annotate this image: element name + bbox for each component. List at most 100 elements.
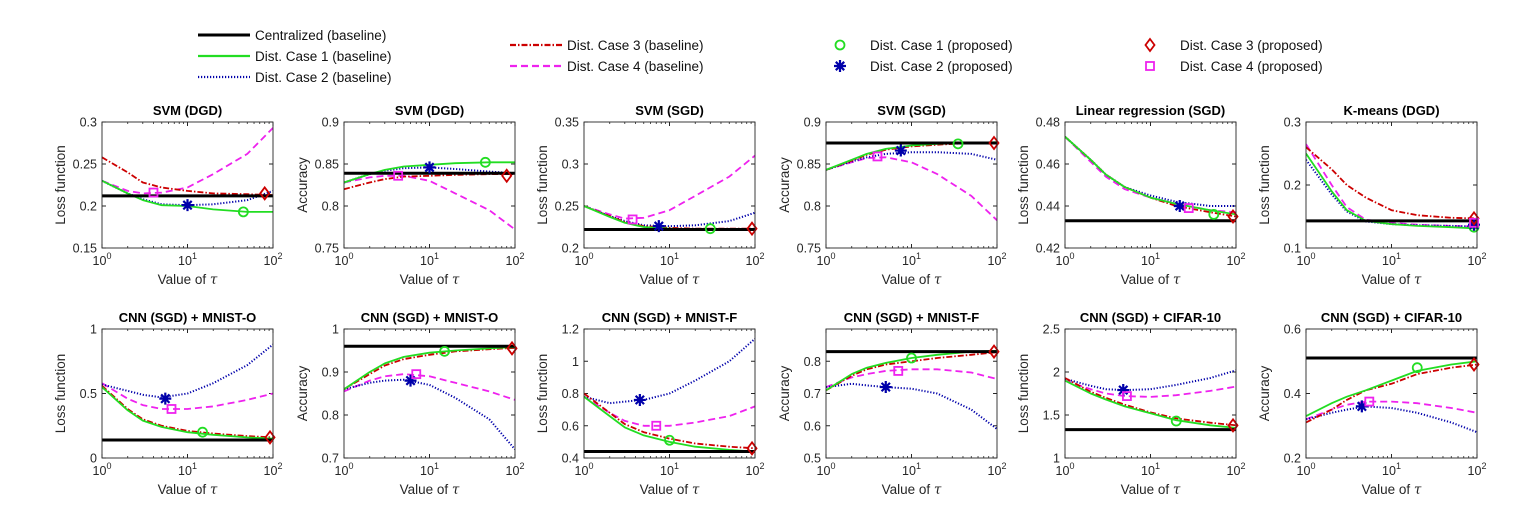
x-tick-exponent: 1 [1396, 461, 1401, 471]
series-line-c3 [826, 142, 997, 171]
axes-box [343, 328, 516, 459]
series-line-c1 [1065, 379, 1236, 429]
x-tick-exponent: 2 [1481, 251, 1486, 261]
series-line-c1 [102, 386, 273, 440]
y-tick-label: 0.1 [1284, 242, 1301, 256]
x-tick-exponent: 2 [1481, 461, 1486, 471]
plot-area [584, 154, 755, 232]
series-line-c1 [1065, 136, 1236, 216]
y-tick-label: 1.5 [1043, 409, 1060, 423]
y-tick-label: 1 [1053, 452, 1060, 466]
x-axis-label: Value of τ [640, 482, 700, 498]
y-tick-label: 0.9 [804, 116, 821, 130]
y-tick-label: 0.2 [80, 200, 97, 214]
legend-item-c3: Dist. Case 3 (baseline) [510, 38, 704, 53]
x-tick-exponent: 0 [1069, 461, 1074, 471]
series-line-c4 [344, 373, 515, 401]
x-tick-label: 102 [506, 251, 525, 268]
tau-symbol: τ [452, 482, 460, 498]
subplot-title: CNN (SGD) + MNIST-O [119, 310, 257, 325]
proposed-marker-c2-asterisk-icon [1355, 400, 1368, 413]
proposed-marker-c4-square-icon [411, 369, 422, 380]
x-tick-exponent: 0 [1310, 461, 1315, 471]
x-axis-label: Value of τ [1121, 482, 1181, 498]
plot-area [1065, 369, 1236, 432]
y-tick-label: 0.35 [555, 116, 579, 130]
x-tick-label: 102 [746, 251, 765, 268]
legend-label: Dist. Case 2 (baseline) [255, 70, 392, 85]
y-tick-label: 0.75 [797, 242, 821, 256]
series-line-c4 [102, 127, 273, 195]
x-axis-label: Value of τ [400, 272, 460, 288]
x-tick-exponent: 1 [1396, 251, 1401, 261]
subplot-title: CNN (SGD) + MNIST-F [602, 310, 737, 325]
x-tick-exponent: 0 [348, 251, 353, 261]
legend-label: Dist. Case 2 (proposed) [870, 59, 1013, 74]
series-line-c2 [826, 151, 997, 171]
subplot-title: SVM (SGD) [877, 103, 946, 118]
subplot-title: SVM (DGD) [395, 103, 464, 118]
x-tick-label: 101 [902, 251, 921, 268]
plot-area [584, 337, 755, 454]
tau-symbol: τ [1414, 272, 1422, 288]
x-tick-exponent: 1 [674, 461, 679, 471]
y-tick-label: 0.2 [1284, 179, 1301, 193]
y-tick-label: 0.46 [1036, 158, 1060, 172]
x-tick-label: 102 [1227, 251, 1246, 268]
axes-box [343, 121, 516, 249]
series-line-c2 [1065, 369, 1236, 392]
proposed-marker-c4-square-icon [1364, 396, 1375, 407]
proposed-marker-c4-square-icon [1183, 203, 1194, 214]
x-tick-label: 101 [178, 461, 197, 478]
tau-symbol: τ [692, 482, 700, 498]
axes-box [583, 328, 756, 459]
y-axis-label: Loss function [1257, 145, 1272, 225]
legend-marker-asterisk-icon [834, 60, 846, 72]
series-line-c3 [344, 173, 515, 191]
series-line-c1 [584, 395, 755, 453]
series-line-c4 [584, 395, 755, 427]
plot-area [102, 343, 273, 442]
legend: Centralized (baseline) Dist. Case 1 (base… [198, 28, 1323, 85]
tau-symbol: τ [1173, 272, 1181, 288]
proposed-marker-c4-square-icon [166, 404, 177, 414]
y-axis-label: Accuracy [295, 157, 310, 213]
x-tick-exponent: 1 [192, 461, 197, 471]
y-tick-label: 2.5 [1043, 323, 1060, 337]
y-tick-label: 0.8 [322, 409, 339, 423]
series-line-c3 [1065, 377, 1236, 427]
x-tick-label: 101 [1382, 251, 1401, 268]
y-tick-label: 0.7 [804, 387, 821, 401]
x-tick-label: 102 [1468, 461, 1487, 478]
tau-symbol: τ [452, 272, 460, 288]
x-axis-label: Value of τ [882, 482, 942, 498]
series-line-c2 [1306, 159, 1477, 228]
axes-box [825, 328, 998, 459]
proposed-marker-c2-asterisk-icon [181, 199, 194, 212]
legend-marker-diamond-icon [1144, 37, 1156, 53]
y-tick-label: 0.7 [322, 452, 339, 466]
y-axis-label: Loss function [1016, 354, 1031, 434]
series-line-c2 [1065, 135, 1236, 207]
y-tick-label: 1 [572, 355, 579, 369]
series-line-c3 [1306, 363, 1477, 424]
series-line-c4 [344, 174, 515, 231]
proposed-marker-c1-circle-icon [197, 426, 208, 438]
legend-item-p4: Dist. Case 4 (proposed) [1145, 59, 1323, 74]
plot-area [826, 141, 997, 221]
x-tick-exponent: 1 [434, 251, 439, 261]
legend-marker-square-icon [1145, 61, 1155, 71]
legend-label: Dist. Case 4 (baseline) [567, 59, 704, 74]
x-tick-exponent: 2 [1240, 251, 1245, 261]
subplot-title: SVM (SGD) [635, 103, 704, 118]
proposed-marker-c4-square-icon [393, 170, 404, 181]
subplot-title: CNN (SGD) + CIFAR-10 [1080, 310, 1221, 325]
